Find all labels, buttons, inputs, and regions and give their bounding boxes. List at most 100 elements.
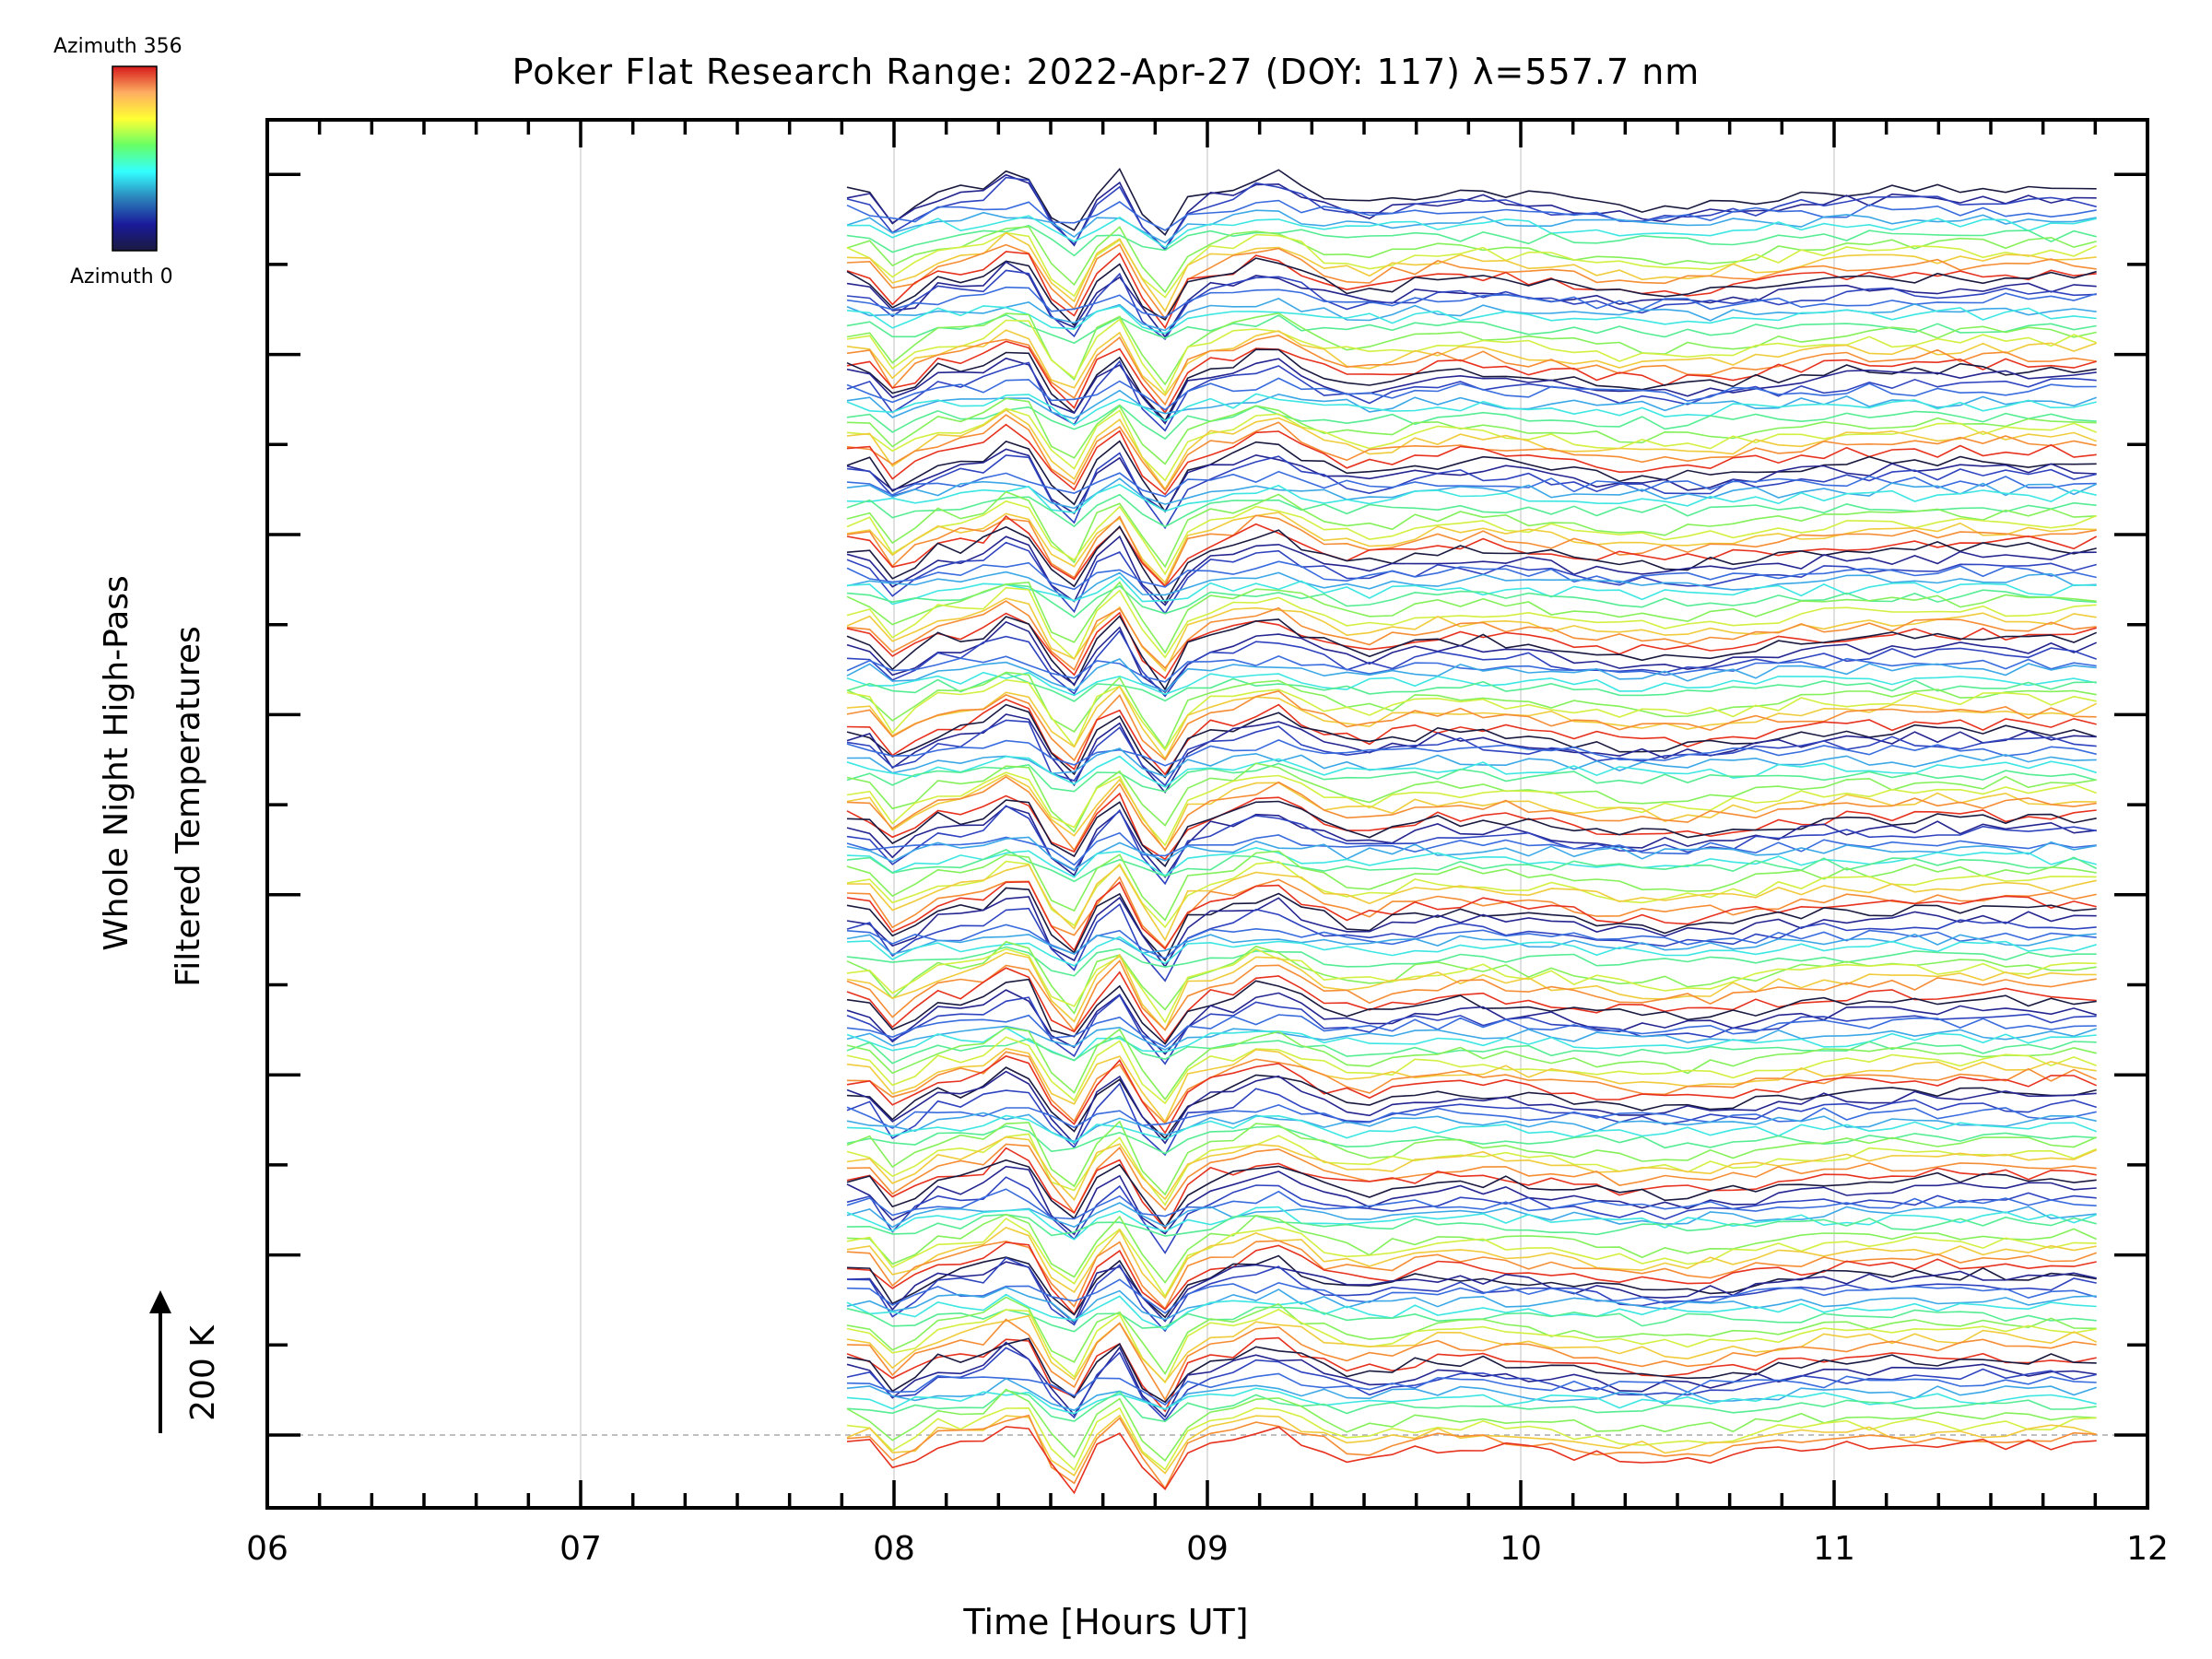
series-line xyxy=(846,1047,2097,1124)
series-line xyxy=(846,1188,2097,1220)
series-line xyxy=(846,849,2098,883)
series-line xyxy=(846,199,2097,231)
series-line xyxy=(846,620,2098,694)
data-lines xyxy=(846,167,2098,1495)
series-line xyxy=(846,586,2097,661)
series-line xyxy=(846,967,2097,1043)
series-line xyxy=(846,318,2097,394)
series-line xyxy=(846,251,2097,330)
series-line xyxy=(846,348,2097,422)
series-line xyxy=(846,359,2097,432)
series-line xyxy=(846,887,2097,962)
series-line xyxy=(846,176,2097,251)
scale-label: 200 K xyxy=(184,1324,222,1421)
series-line xyxy=(846,836,2097,871)
series-line xyxy=(846,951,2097,1032)
series-line xyxy=(846,792,2097,861)
series-line xyxy=(846,357,2097,425)
series-line xyxy=(846,1213,2097,1237)
series-line xyxy=(846,226,2097,294)
series-line xyxy=(846,713,2097,794)
x-tick-label: 08 xyxy=(873,1530,915,1568)
series-line xyxy=(846,831,2097,866)
series-line xyxy=(846,1347,2097,1422)
series-line xyxy=(846,1206,2097,1241)
series-line xyxy=(846,404,2097,441)
series-line xyxy=(846,1278,2097,1314)
series-line xyxy=(846,1104,2097,1130)
series-line xyxy=(846,1082,2097,1157)
series-line xyxy=(846,1176,2097,1254)
series-line xyxy=(846,762,2097,833)
series-line xyxy=(846,514,2097,587)
series-line xyxy=(846,1202,2097,1229)
series-line xyxy=(846,880,2097,952)
series-line xyxy=(846,397,2097,465)
x-tick-label: 07 xyxy=(559,1530,602,1568)
series-line xyxy=(846,1027,2097,1062)
series-line xyxy=(846,1372,2097,1406)
series-line xyxy=(846,335,2097,406)
series-line xyxy=(846,959,2097,1032)
series-line xyxy=(846,423,2097,496)
series-line xyxy=(846,1241,2097,1316)
colorbar xyxy=(112,65,158,252)
x-tick-label: 09 xyxy=(1186,1530,1229,1568)
series-line xyxy=(846,167,2097,236)
series-line xyxy=(846,658,2097,692)
series-line xyxy=(846,935,2097,967)
series-line xyxy=(846,483,2097,514)
series-line xyxy=(846,1025,2097,1051)
x-tick-label: 10 xyxy=(1500,1530,1542,1568)
series-line xyxy=(846,1133,2098,1206)
x-tick-label: 12 xyxy=(2126,1530,2169,1568)
series-line xyxy=(846,393,2097,427)
series-line xyxy=(846,978,2097,1045)
series-line xyxy=(846,257,2097,327)
series-line xyxy=(846,1227,2097,1300)
series-line xyxy=(846,600,2097,671)
series-line xyxy=(846,209,2097,244)
series-line xyxy=(846,512,2097,584)
series-line xyxy=(846,799,2097,868)
series-line xyxy=(846,1296,2097,1375)
series-line xyxy=(846,305,2097,335)
series-line xyxy=(846,1135,2098,1202)
series-line xyxy=(846,1051,2098,1124)
series-line xyxy=(846,864,2097,942)
series-line xyxy=(846,1159,2097,1229)
series-line xyxy=(846,329,2097,397)
series-line xyxy=(846,231,2098,299)
ylabel-line-2: Filtered Temperatures xyxy=(170,626,207,987)
series-line xyxy=(846,231,2097,312)
scale-arrow-icon xyxy=(149,1290,171,1433)
series-line xyxy=(846,1318,2097,1402)
series-line xyxy=(846,377,2097,411)
series-line xyxy=(846,583,2097,618)
series-line xyxy=(846,629,2097,698)
series-line xyxy=(846,1120,2098,1196)
series-line xyxy=(846,1406,2097,1472)
series-line xyxy=(846,560,2097,591)
series-line xyxy=(846,409,2097,491)
series-line xyxy=(846,699,2097,776)
series-line xyxy=(846,902,2097,982)
series-line xyxy=(846,1070,2097,1146)
series-line xyxy=(846,298,2097,332)
series-line xyxy=(846,1066,2097,1140)
series-line xyxy=(846,1426,2097,1495)
colorbar-bottom-label: Azimuth 0 xyxy=(70,265,173,288)
series-line xyxy=(846,1389,2097,1423)
series-line xyxy=(846,340,2097,415)
series-line xyxy=(846,850,2097,922)
series-line xyxy=(846,615,2098,691)
series-line xyxy=(846,215,2097,249)
series-line xyxy=(846,1014,2097,1048)
series-line xyxy=(846,535,2097,606)
series-line xyxy=(846,515,2098,588)
series-line xyxy=(846,500,2098,576)
series-line xyxy=(846,1027,2097,1101)
series-line xyxy=(846,389,2097,420)
series-line xyxy=(846,947,2097,1024)
series-line xyxy=(846,448,2097,515)
